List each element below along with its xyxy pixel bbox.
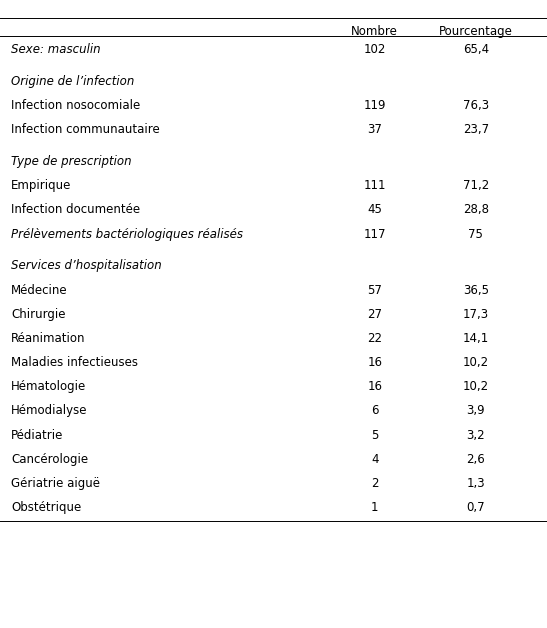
Text: Sexe: masculin: Sexe: masculin [11, 43, 101, 57]
Text: 57: 57 [367, 283, 382, 296]
Text: 14,1: 14,1 [463, 332, 489, 345]
Text: 27: 27 [367, 308, 382, 321]
Text: Médecine: Médecine [11, 283, 68, 296]
Text: 37: 37 [367, 123, 382, 136]
Text: Infection nosocomiale: Infection nosocomiale [11, 99, 140, 112]
Text: 111: 111 [363, 179, 386, 192]
Text: Nombre: Nombre [351, 25, 398, 38]
Text: 28,8: 28,8 [463, 203, 489, 217]
Text: Hémodialyse: Hémodialyse [11, 404, 88, 418]
Text: 1: 1 [371, 501, 379, 514]
Text: 10,2: 10,2 [463, 380, 489, 393]
Text: 6: 6 [371, 404, 379, 418]
Text: 16: 16 [367, 356, 382, 369]
Text: 3,2: 3,2 [467, 428, 485, 441]
Text: 45: 45 [367, 203, 382, 217]
Text: Maladies infectieuses: Maladies infectieuses [11, 356, 138, 369]
Text: Type de prescription: Type de prescription [11, 155, 132, 168]
Text: Prélèvements bactériologiques réalisés: Prélèvements bactériologiques réalisés [11, 227, 243, 241]
Text: 22: 22 [367, 332, 382, 345]
Text: 65,4: 65,4 [463, 43, 489, 57]
Text: Obstétrique: Obstétrique [11, 501, 81, 514]
Text: 119: 119 [363, 99, 386, 112]
Text: 17,3: 17,3 [463, 308, 489, 321]
Text: 10,2: 10,2 [463, 356, 489, 369]
Text: 5: 5 [371, 428, 379, 441]
Text: Réanimation: Réanimation [11, 332, 85, 345]
Text: 36,5: 36,5 [463, 283, 489, 296]
Text: 23,7: 23,7 [463, 123, 489, 136]
Text: Cancérologie: Cancérologie [11, 453, 88, 466]
Text: Infection communautaire: Infection communautaire [11, 123, 160, 136]
Text: 4: 4 [371, 453, 379, 466]
Text: 16: 16 [367, 380, 382, 393]
Text: Pourcentage: Pourcentage [439, 25, 513, 38]
Text: 1,3: 1,3 [467, 477, 485, 490]
Text: Pédiatrie: Pédiatrie [11, 428, 63, 441]
Text: Gériatrie aiguë: Gériatrie aiguë [11, 477, 100, 490]
Text: 117: 117 [363, 227, 386, 241]
Text: 71,2: 71,2 [463, 179, 489, 192]
Text: Chirurgie: Chirurgie [11, 308, 66, 321]
Text: Services d’hospitalisation: Services d’hospitalisation [11, 259, 162, 273]
Text: 102: 102 [364, 43, 386, 57]
Text: 75: 75 [468, 227, 484, 241]
Text: Empirique: Empirique [11, 179, 71, 192]
Text: 3,9: 3,9 [467, 404, 485, 418]
Text: Infection documentée: Infection documentée [11, 203, 140, 217]
Text: Hématologie: Hématologie [11, 380, 86, 393]
Text: 76,3: 76,3 [463, 99, 489, 112]
Text: 2: 2 [371, 477, 379, 490]
Text: Origine de l’infection: Origine de l’infection [11, 75, 135, 88]
Text: 2,6: 2,6 [467, 453, 485, 466]
Text: 0,7: 0,7 [467, 501, 485, 514]
